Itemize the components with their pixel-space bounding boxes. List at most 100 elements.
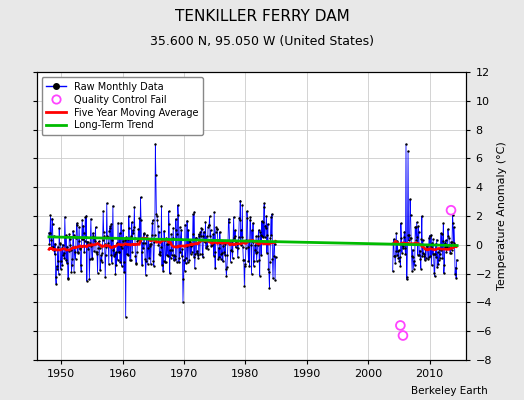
Point [422, 254, 430, 261]
Point [269, 275, 277, 282]
Point [73, 250, 82, 256]
Point [165, 208, 173, 214]
Point [241, 263, 249, 269]
Point [412, 219, 421, 226]
Point [242, 237, 250, 243]
Point [80, 230, 88, 236]
Point [178, 246, 187, 252]
Point [163, 241, 172, 247]
Point [112, 262, 121, 268]
Point [63, 260, 71, 266]
Point [232, 238, 241, 245]
Point [264, 266, 272, 272]
Point [252, 233, 260, 240]
Point [77, 268, 85, 274]
Point [192, 234, 200, 241]
Point [72, 235, 80, 242]
Point [130, 204, 138, 210]
Point [50, 251, 59, 258]
Point [247, 271, 256, 277]
Point [436, 251, 444, 258]
Point [117, 220, 125, 226]
Point [75, 224, 83, 230]
Point [205, 222, 213, 228]
Point [266, 234, 275, 241]
Point [135, 236, 143, 243]
Point [193, 250, 201, 256]
Point [425, 235, 433, 241]
Point [75, 244, 84, 251]
Point [419, 237, 427, 243]
Point [420, 251, 428, 257]
Point [198, 226, 206, 232]
Point [210, 252, 218, 259]
Point [97, 258, 106, 265]
Point [71, 249, 79, 255]
Point [395, 247, 403, 254]
Point [418, 253, 427, 259]
Point [55, 225, 63, 232]
Point [155, 228, 163, 235]
Point [170, 257, 178, 264]
Point [266, 259, 274, 266]
Point [263, 250, 271, 256]
Point [102, 252, 110, 258]
Point [89, 230, 97, 236]
Point [172, 259, 181, 265]
Point [221, 252, 229, 258]
Point [217, 251, 225, 258]
Point [84, 239, 92, 246]
Point [150, 262, 158, 269]
Point [79, 235, 87, 242]
Point [85, 241, 93, 248]
Point [53, 265, 61, 272]
Point [424, 254, 433, 260]
Point [81, 214, 90, 220]
Point [157, 243, 165, 250]
Point [157, 202, 166, 209]
Point [268, 256, 277, 262]
Point [265, 285, 274, 291]
Point [172, 216, 180, 222]
Point [178, 253, 186, 260]
Point [424, 256, 432, 262]
Point [202, 245, 210, 251]
Point [443, 244, 452, 250]
Point [143, 235, 151, 242]
Point [121, 241, 129, 247]
Point [434, 256, 443, 263]
Point [245, 238, 253, 244]
Point [419, 249, 428, 256]
Point [168, 247, 177, 253]
Point [440, 270, 448, 276]
Point [144, 261, 152, 267]
Point [411, 224, 420, 230]
Point [248, 227, 256, 234]
Point [239, 256, 248, 263]
Point [165, 221, 173, 227]
Point [139, 245, 147, 251]
Point [183, 259, 192, 265]
Point [251, 242, 259, 249]
Point [236, 242, 245, 248]
Point [194, 255, 202, 261]
Point [134, 226, 143, 232]
Point [70, 269, 78, 275]
Point [187, 243, 195, 250]
Point [248, 239, 257, 246]
Point [95, 245, 104, 252]
Point [429, 236, 438, 243]
Point [244, 258, 253, 264]
Point [440, 261, 449, 268]
Point [143, 232, 151, 238]
Point [58, 262, 67, 269]
Point [405, 237, 413, 244]
Point [87, 243, 95, 249]
Point [449, 212, 457, 218]
Point [110, 253, 118, 259]
Point [206, 233, 214, 239]
Point [167, 254, 175, 261]
Point [82, 234, 90, 240]
Point [121, 236, 129, 243]
Point [389, 240, 397, 246]
